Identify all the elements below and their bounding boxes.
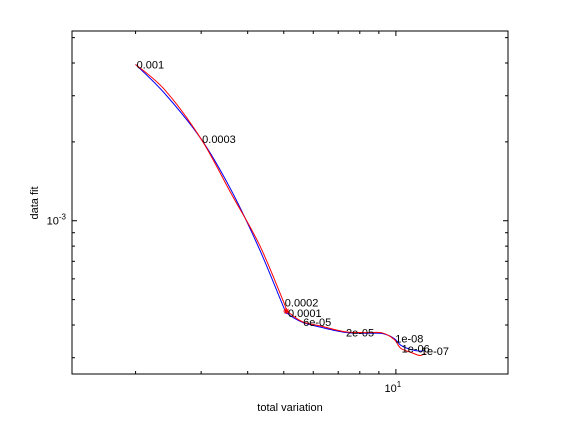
plot-frame (71, 30, 509, 375)
point-annotation: 1e-06 (402, 344, 430, 356)
point-annotation: 0.001 (137, 59, 165, 71)
series-line-2 (135, 64, 426, 356)
point-annotation: 0.0002 (285, 297, 319, 309)
y-tick-label: 10-3 (47, 213, 67, 228)
x-tick-label: 101 (385, 380, 402, 395)
major-ticks: 101 10-3 (47, 213, 402, 395)
star-marker-stroke (283, 308, 289, 314)
series-layer (135, 64, 426, 356)
star-marker (283, 308, 290, 315)
point-annotation: 1e-07 (421, 346, 449, 358)
y-axis-label: data fit (29, 186, 41, 219)
minor-ticks (72, 31, 509, 374)
x-axis-label: total variation (257, 402, 322, 414)
point-annotation: 6e-05 (303, 317, 331, 329)
point-annotation: 0.0003 (202, 134, 236, 146)
point-annotation: 0.0001 (288, 308, 322, 320)
point-annotation: 2e-05 (346, 327, 374, 339)
point-annotation: 1e-08 (395, 334, 423, 346)
series-line-1 (135, 64, 426, 352)
